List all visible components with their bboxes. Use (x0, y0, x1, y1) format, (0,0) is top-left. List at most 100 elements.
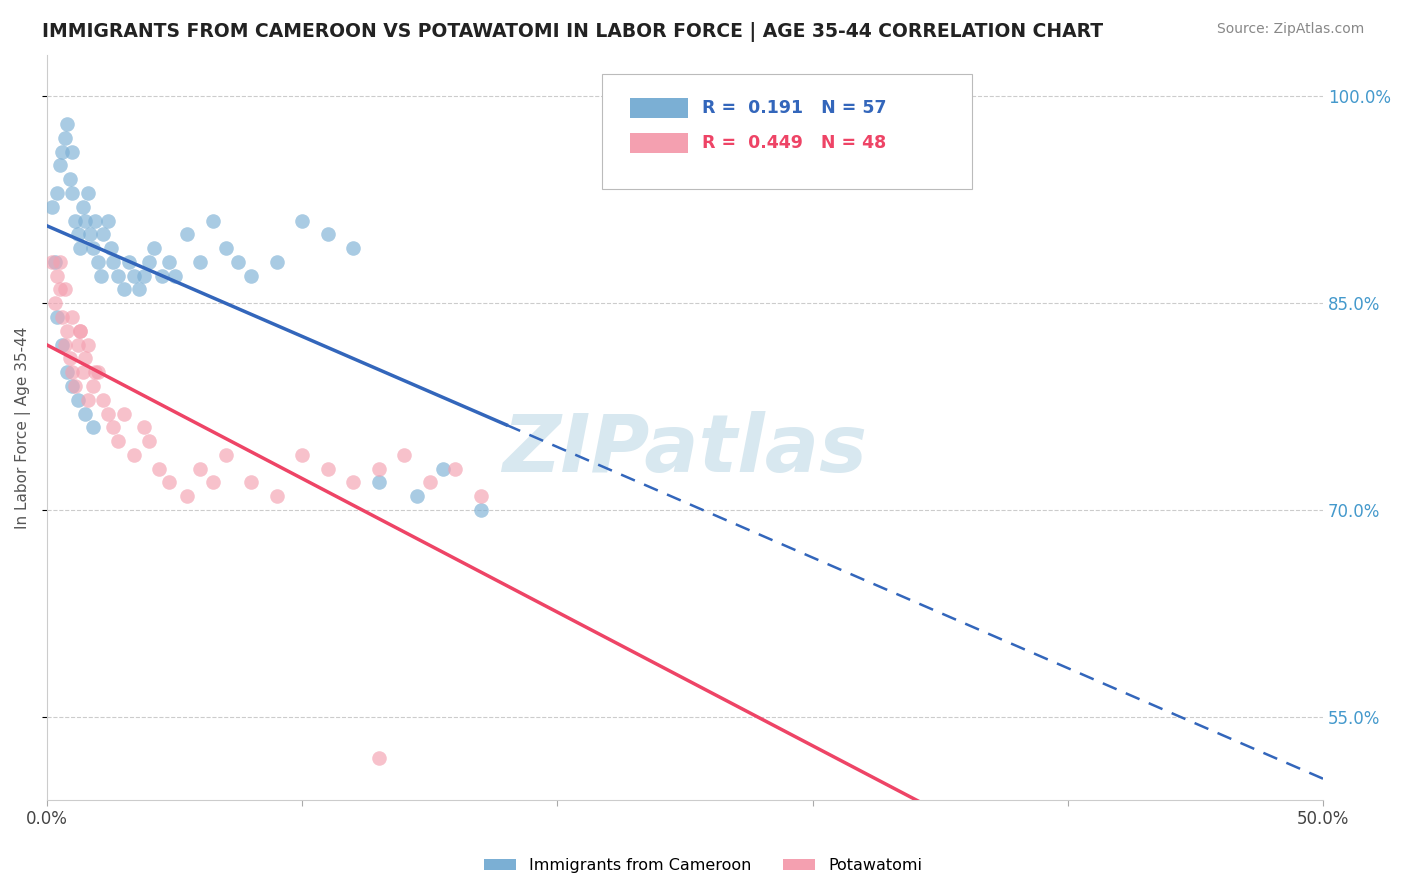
Point (76, 186, 98, 200)
Point (62, 379, 84, 393)
Point (316, 227, 339, 242)
FancyBboxPatch shape (630, 97, 688, 119)
Point (122, 268, 145, 283)
Point (367, 461, 389, 475)
Point (128, 283, 150, 297)
Point (72, 365, 94, 379)
Point (69, 241, 91, 255)
Point (75, 351, 97, 366)
Point (444, 461, 467, 475)
Point (143, 241, 166, 255)
Point (432, 461, 454, 475)
Point (107, 434, 129, 449)
Point (103, 255, 125, 269)
Point (266, 489, 288, 503)
Point (97, 407, 120, 421)
Point (66, 392, 89, 407)
Point (62, 186, 84, 200)
Point (66, 337, 89, 351)
Legend: Immigrants from Cameroon, Potawatomi: Immigrants from Cameroon, Potawatomi (478, 852, 928, 880)
Point (51, 145, 73, 159)
Point (48, 158, 70, 172)
Point (46, 310, 69, 324)
Point (48, 255, 70, 269)
Point (107, 268, 129, 283)
Point (214, 241, 236, 255)
Point (56, 365, 79, 379)
Point (316, 461, 339, 475)
Point (117, 255, 139, 269)
Point (240, 268, 263, 283)
Point (228, 255, 250, 269)
Point (470, 503, 492, 517)
Point (163, 268, 186, 283)
Point (63, 213, 86, 227)
Point (59, 172, 82, 186)
Point (87, 255, 110, 269)
Point (82, 420, 104, 434)
Point (41, 255, 63, 269)
Point (112, 407, 135, 421)
Point (394, 448, 416, 462)
Text: ZIPatlas: ZIPatlas (502, 410, 868, 489)
Point (84, 365, 107, 379)
Point (79, 227, 101, 242)
Point (148, 461, 170, 475)
Point (97, 213, 120, 227)
Point (51, 310, 73, 324)
Point (291, 213, 314, 227)
Text: R =  0.191   N = 57: R = 0.191 N = 57 (702, 99, 886, 117)
Point (176, 227, 198, 242)
Y-axis label: In Labor Force | Age 35-44: In Labor Force | Age 35-44 (15, 326, 31, 529)
Point (122, 448, 145, 462)
Point (76, 392, 98, 407)
Point (367, 475, 389, 490)
Text: IMMIGRANTS FROM CAMEROON VS POTAWATOMI IN LABOR FORCE | AGE 35-44 CORRELATION CH: IMMIGRANTS FROM CAMEROON VS POTAWATOMI I… (42, 22, 1104, 42)
Point (159, 475, 181, 490)
Point (470, 489, 492, 503)
Point (56, 324, 79, 338)
Point (159, 255, 181, 269)
Point (367, 751, 389, 765)
Point (72, 200, 94, 214)
Point (53, 337, 76, 351)
Point (62, 310, 84, 324)
Point (201, 213, 224, 227)
Point (132, 268, 155, 283)
FancyBboxPatch shape (602, 74, 972, 189)
Point (138, 255, 160, 269)
Point (91, 392, 114, 407)
Point (188, 255, 211, 269)
Point (87, 365, 110, 379)
Point (76, 337, 98, 351)
Point (82, 241, 104, 255)
Point (44, 296, 66, 310)
Point (201, 475, 224, 490)
Point (53, 131, 76, 145)
Point (91, 227, 114, 242)
Point (214, 448, 236, 462)
Point (188, 461, 211, 475)
Point (62, 365, 84, 379)
FancyBboxPatch shape (630, 133, 688, 153)
Text: R =  0.449   N = 48: R = 0.449 N = 48 (702, 134, 886, 152)
Point (138, 434, 160, 449)
Point (90, 268, 112, 283)
Point (46, 186, 69, 200)
Point (266, 255, 288, 269)
Point (62, 145, 84, 159)
Point (240, 475, 263, 490)
Text: Source: ZipAtlas.com: Source: ZipAtlas.com (1216, 22, 1364, 37)
Point (48, 283, 70, 297)
Point (100, 241, 122, 255)
Point (66, 227, 89, 242)
Point (82, 379, 104, 393)
Point (56, 117, 79, 131)
Point (59, 351, 82, 366)
Point (75, 213, 97, 227)
Point (406, 489, 429, 503)
Point (342, 241, 364, 255)
Point (291, 448, 314, 462)
Point (69, 324, 91, 338)
Point (69, 324, 91, 338)
